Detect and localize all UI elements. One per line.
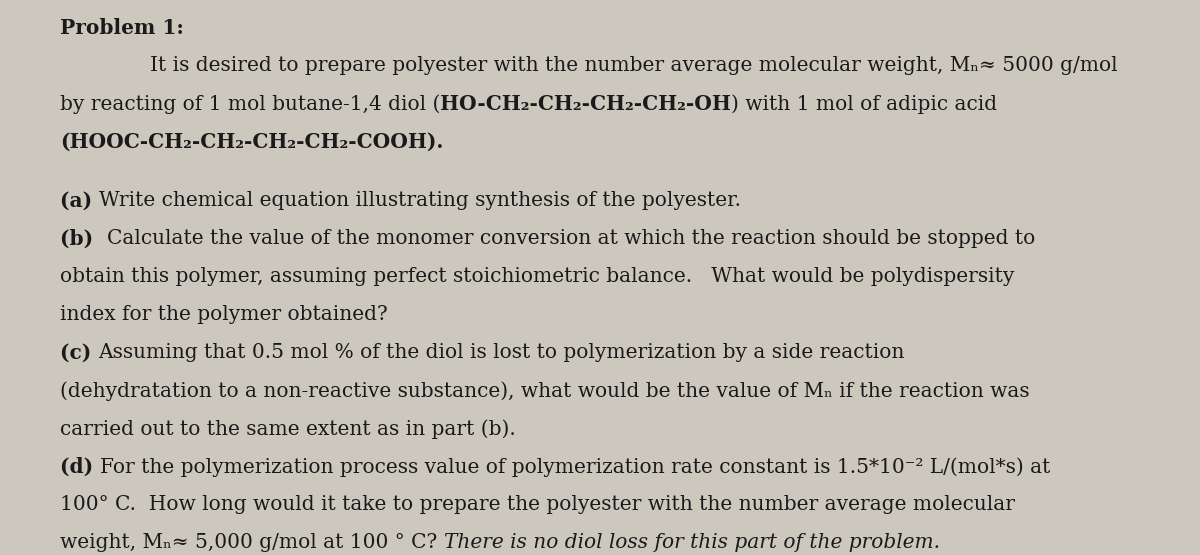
Text: For the polymerization process value of polymerization rate constant is 1.5*10⁻²: For the polymerization process value of … [100, 457, 1050, 477]
Text: obtain this polymer, assuming perfect stoichiometric balance.   What would be po: obtain this polymer, assuming perfect st… [60, 267, 1014, 286]
Text: by reacting of 1 mol butane-1,4 diol (: by reacting of 1 mol butane-1,4 diol ( [60, 94, 440, 114]
Text: (b): (b) [60, 229, 107, 249]
Text: index for the polymer obtained?: index for the polymer obtained? [60, 305, 388, 324]
Text: ) with 1 mol of adipic acid: ) with 1 mol of adipic acid [731, 94, 997, 114]
Text: There is no diol loss for this part of the problem.: There is no diol loss for this part of t… [444, 533, 940, 552]
Text: weight, Mₙ≈ 5,000 g/mol at 100 ° C?: weight, Mₙ≈ 5,000 g/mol at 100 ° C? [60, 533, 444, 552]
Text: (d): (d) [60, 457, 100, 477]
Text: (dehydratation to a non-reactive substance), what would be the value of Mₙ if th: (dehydratation to a non-reactive substan… [60, 381, 1030, 401]
Text: HO-CH₂-CH₂-CH₂-CH₂-OH: HO-CH₂-CH₂-CH₂-CH₂-OH [440, 94, 731, 114]
Text: Assuming that 0.5 mol % of the diol is lost to polymerization by a side reaction: Assuming that 0.5 mol % of the diol is l… [98, 343, 905, 362]
Text: carried out to the same extent as in part (b).: carried out to the same extent as in par… [60, 419, 516, 438]
Text: It is desired to prepare polyester with the number average molecular weight, Mₙ≈: It is desired to prepare polyester with … [150, 56, 1117, 75]
Text: Calculate the value of the monomer conversion at which the reaction should be st: Calculate the value of the monomer conve… [107, 229, 1036, 248]
Text: (a): (a) [60, 191, 100, 211]
Text: Write chemical equation illustrating synthesis of the polyester.: Write chemical equation illustrating syn… [100, 191, 742, 210]
Text: (c): (c) [60, 343, 98, 363]
Text: Problem 1:: Problem 1: [60, 18, 184, 38]
Text: (HOOC-CH₂-CH₂-CH₂-CH₂-COOH).: (HOOC-CH₂-CH₂-CH₂-CH₂-COOH). [60, 132, 443, 152]
Text: 100° C.  How long would it take to prepare the polyester with the number average: 100° C. How long would it take to prepar… [60, 495, 1015, 514]
